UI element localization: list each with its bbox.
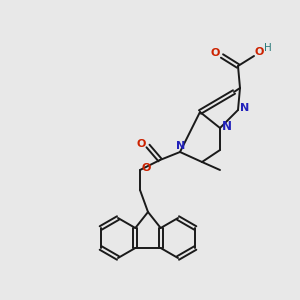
- Text: O: O: [210, 48, 220, 58]
- Text: O: O: [141, 163, 151, 173]
- Text: O: O: [136, 139, 146, 149]
- Text: N: N: [222, 121, 232, 134]
- Text: N: N: [240, 103, 250, 113]
- Text: H: H: [264, 43, 272, 53]
- Text: N: N: [176, 141, 186, 151]
- Text: O: O: [254, 47, 264, 57]
